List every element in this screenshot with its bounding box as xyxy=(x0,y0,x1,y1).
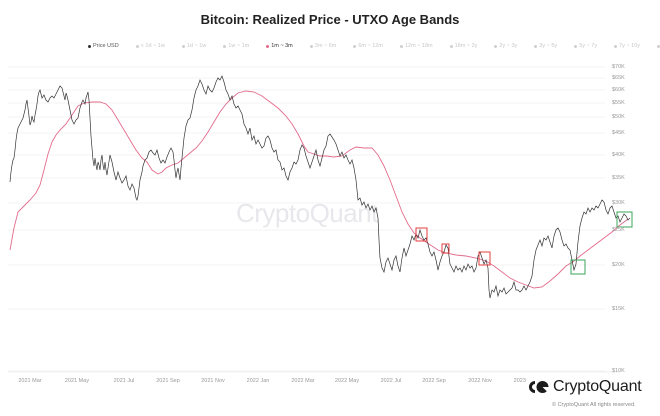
legend-item-12m-18m[interactable]: 12m ~ 18m xyxy=(399,40,433,52)
y-tick-label: $55K xyxy=(612,100,625,106)
legend-marker-icon xyxy=(88,44,91,48)
y-tick-label: $70K xyxy=(612,64,625,70)
x-tick-label: 2021 Mar xyxy=(18,378,42,384)
x-tick-label: 2021 May xyxy=(64,378,90,384)
legend-item-price-usd[interactable]: Price USD xyxy=(88,40,119,52)
legend-item-1m-3m[interactable]: 1m ~ 3m xyxy=(266,40,293,52)
legend-item-2y-3y[interactable]: 2y ~ 3y xyxy=(494,40,517,52)
legend-item-6m-12m[interactable]: 6m ~ 12m xyxy=(353,40,383,52)
legend-item-1w-1m[interactable]: 1w ~ 1m xyxy=(223,40,249,52)
x-tick-label: 2022 Jul xyxy=(380,378,402,384)
y-tick-label: $35K xyxy=(612,175,625,181)
legend-item-3y-5y[interactable]: 3y ~ 5y xyxy=(534,40,557,52)
x-tick-label: 2021 Nov xyxy=(201,378,225,384)
x-tick-label: 2023 Jan xyxy=(513,378,537,384)
x-tick-label: 2022 Sep xyxy=(422,378,446,384)
red-box-2 xyxy=(441,243,450,254)
y-tick-label: $40K xyxy=(612,152,625,158)
legend-marker-icon xyxy=(399,44,403,48)
x-tick-label: 2022 Jan xyxy=(246,378,270,384)
y-tick-label: $50K xyxy=(612,114,625,120)
legend-marker-icon xyxy=(494,44,498,48)
brand-logo: CryptoQuant xyxy=(527,378,644,396)
legend-marker-icon xyxy=(223,44,227,48)
legend-item-18m-2y[interactable]: 18m ~ 2y xyxy=(449,40,477,52)
red-box-1 xyxy=(415,227,428,242)
x-tick-label: 2022 May xyxy=(334,378,360,384)
green-box-1 xyxy=(570,259,586,275)
y-tick-label: $30K xyxy=(612,200,625,206)
green-box-2 xyxy=(616,211,633,228)
chart-title: Bitcoin: Realized Price - UTXO Age Bands xyxy=(200,12,460,27)
legend-item-5y-7y[interactable]: 5y ~ 7y xyxy=(574,40,597,52)
legend-item-3m-6m[interactable]: 3m ~ 6m xyxy=(309,40,336,52)
legend-marker-icon xyxy=(135,44,139,48)
y-tick-label: $25K xyxy=(612,227,625,233)
legend-marker-icon xyxy=(449,44,453,48)
legend: Price USD < 1d ~ 1w 1d ~ 1w 1w ~ 1m 1m ~… xyxy=(88,40,660,52)
y-tick-label: $15K xyxy=(612,306,625,312)
cryptoquant-logo-icon xyxy=(529,381,549,393)
y-tick-label: $10K xyxy=(612,368,625,374)
brand-name: CryptoQuant xyxy=(553,378,642,395)
y-tick-label: $65K xyxy=(612,75,625,81)
x-tick-label: 2021 Jul xyxy=(113,378,135,384)
legend-marker-icon xyxy=(657,44,660,48)
x-tick-label: 2021 Sep xyxy=(156,378,180,384)
legend-marker-icon xyxy=(266,44,270,48)
x-tick-label: 2022 Nov xyxy=(468,378,492,384)
realized-price-1m-3m-line xyxy=(9,90,629,289)
legend-marker-icon xyxy=(353,44,357,48)
legend-marker-icon xyxy=(534,44,538,48)
copyright-text: © CryptoQuant All rights reserved. xyxy=(552,402,636,408)
legend-item-1d-1w[interactable]: 1d ~ 1w xyxy=(181,40,206,52)
legend-marker-icon xyxy=(614,44,618,48)
legend-item-7y-10y[interactable]: 7y ~ 10y xyxy=(614,40,640,52)
gridlines xyxy=(8,66,605,372)
y-tick-label: $20K xyxy=(612,262,625,268)
y-tick-label: $60K xyxy=(612,87,625,93)
red-box-3 xyxy=(478,251,491,266)
annotation-boxes xyxy=(415,211,633,275)
legend-item-10y-plus[interactable]: 10y ~ xyxy=(657,40,660,52)
y-tick-label: $45K xyxy=(612,130,625,136)
legend-item-lt-1d[interactable]: < 1d ~ 1w xyxy=(135,40,165,52)
legend-marker-icon xyxy=(574,44,578,48)
legend-marker-icon xyxy=(309,44,313,48)
x-tick-label: 2022 Mar xyxy=(291,378,315,384)
price-usd-line xyxy=(9,75,631,299)
legend-marker-icon xyxy=(181,44,185,48)
